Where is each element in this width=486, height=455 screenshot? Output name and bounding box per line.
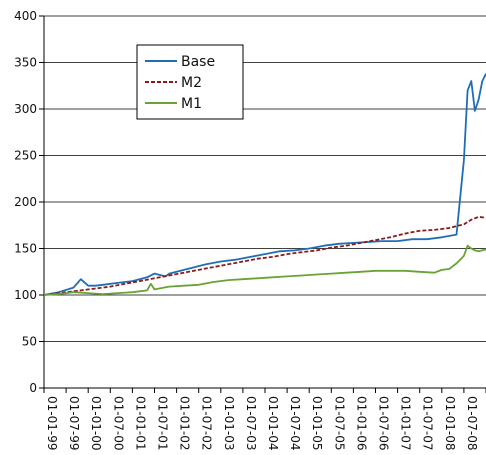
- x-tick-label: 01-07-08: [465, 396, 479, 450]
- x-tick-label: 01-07-03: [244, 396, 258, 450]
- x-tick-label: 01-01-08: [443, 396, 457, 450]
- x-tick-label: 01-01-07: [399, 396, 413, 450]
- legend-label-base: Base: [181, 54, 215, 70]
- x-tick-label: 01-07-07: [421, 396, 435, 450]
- y-tick-label: 300: [14, 102, 37, 116]
- series-line-m1: [43, 244, 486, 296]
- y-tick-label: 50: [22, 335, 37, 349]
- y-tick-label: 400: [14, 9, 37, 23]
- x-tick-label: 01-01-04: [266, 396, 280, 450]
- series-lines: [43, 73, 486, 296]
- series-line-m2: [43, 215, 486, 296]
- x-tick-label: 01-01-06: [354, 396, 368, 450]
- x-tick-label: 01-07-99: [67, 396, 81, 450]
- x-tick-label: 01-01-00: [89, 396, 103, 450]
- x-tick-label: 01-01-03: [222, 396, 236, 450]
- x-tick-label: 01-07-06: [377, 396, 391, 450]
- legend-label-m1: M1: [181, 96, 202, 112]
- y-tick-label: 150: [14, 242, 37, 256]
- y-tick-labels: 0 50 100 150 200 250 300 350 400: [14, 9, 37, 395]
- x-tick-label: 01-01-05: [310, 396, 324, 450]
- x-tick-label: 01-01-01: [133, 396, 147, 450]
- x-tick-labels: 01-01-99 01-07-99 01-01-00 01-07-00 01-01-01…: [43, 388, 486, 450]
- x-tick-label: 01-01-02: [178, 396, 192, 450]
- y-tick-label: 250: [14, 149, 37, 163]
- x-tick-label: 01-07-01: [156, 396, 170, 450]
- x-tick-label: 01-07-05: [332, 396, 346, 450]
- x-tick-label: 01-07-04: [288, 396, 302, 450]
- y-tick-label: 200: [14, 195, 37, 209]
- gridlines: [39, 15, 486, 389]
- x-tick-label: 01-07-02: [200, 396, 214, 450]
- series-line-base: [43, 73, 486, 296]
- legend: Base M2 M1: [136, 44, 244, 120]
- y-tick-label: 0: [29, 381, 37, 395]
- x-tick-label: 01-01-99: [45, 396, 59, 450]
- legend-label-m2: M2: [181, 75, 202, 91]
- y-tick-label: 100: [14, 288, 37, 302]
- x-tick-label: 01-07-00: [111, 396, 125, 450]
- y-tick-label: 350: [14, 56, 37, 70]
